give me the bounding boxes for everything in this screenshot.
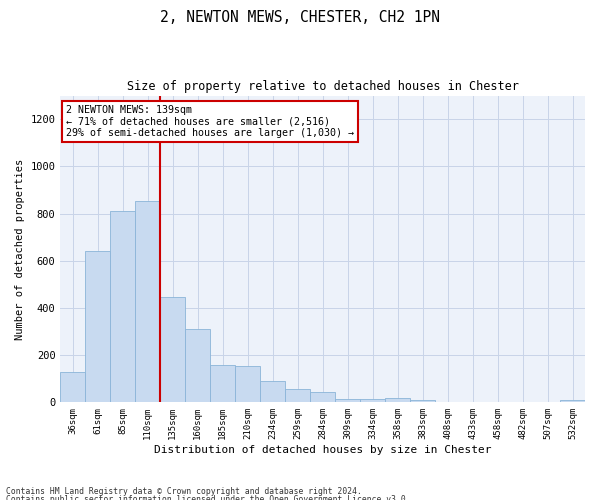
Bar xyxy=(360,399,385,402)
Bar xyxy=(210,364,235,403)
Bar xyxy=(61,372,85,402)
Text: Contains public sector information licensed under the Open Government Licence v3: Contains public sector information licen… xyxy=(6,495,410,500)
Bar xyxy=(110,211,136,402)
Bar xyxy=(335,399,360,402)
Text: Contains HM Land Registry data © Crown copyright and database right 2024.: Contains HM Land Registry data © Crown c… xyxy=(6,488,362,496)
Y-axis label: Number of detached properties: Number of detached properties xyxy=(15,158,25,340)
Bar xyxy=(185,329,210,402)
Bar xyxy=(136,200,160,402)
Bar xyxy=(385,398,410,402)
Title: Size of property relative to detached houses in Chester: Size of property relative to detached ho… xyxy=(127,80,518,93)
Bar xyxy=(560,400,585,402)
Bar xyxy=(310,392,335,402)
Bar xyxy=(85,252,110,402)
X-axis label: Distribution of detached houses by size in Chester: Distribution of detached houses by size … xyxy=(154,445,491,455)
Bar xyxy=(285,390,310,402)
Text: 2 NEWTON MEWS: 139sqm
← 71% of detached houses are smaller (2,516)
29% of semi-d: 2 NEWTON MEWS: 139sqm ← 71% of detached … xyxy=(65,105,353,138)
Bar xyxy=(160,298,185,403)
Bar xyxy=(235,366,260,403)
Bar xyxy=(410,400,435,402)
Text: 2, NEWTON MEWS, CHESTER, CH2 1PN: 2, NEWTON MEWS, CHESTER, CH2 1PN xyxy=(160,10,440,25)
Bar xyxy=(260,381,285,402)
